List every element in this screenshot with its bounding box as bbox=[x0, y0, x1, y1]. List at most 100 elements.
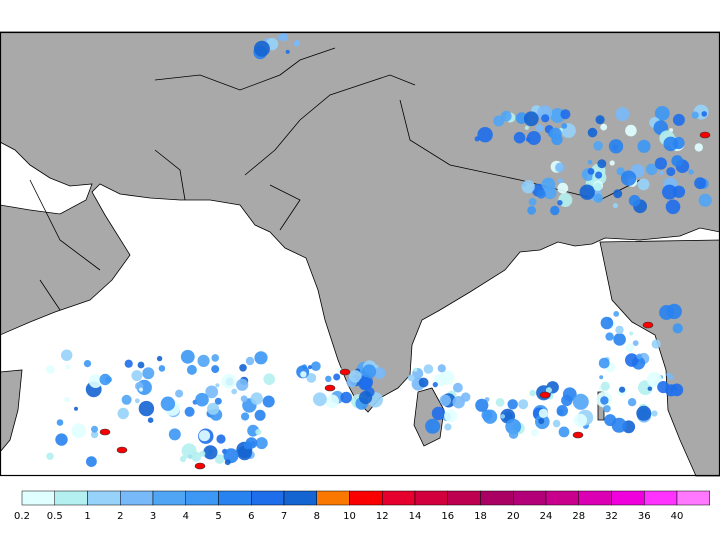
rain-cell bbox=[636, 405, 652, 421]
rain-cell bbox=[325, 375, 332, 382]
rain-cell bbox=[609, 160, 615, 166]
rain-cell bbox=[612, 203, 619, 209]
rain-cell bbox=[560, 109, 571, 120]
rain-cell bbox=[597, 159, 607, 169]
rain-cell bbox=[625, 353, 639, 367]
rain-cell bbox=[573, 413, 588, 428]
rain-cell bbox=[694, 177, 706, 190]
rain-cell bbox=[508, 429, 519, 439]
colorbar-label: 1 bbox=[84, 511, 90, 522]
heavy-rain-cell bbox=[324, 384, 336, 392]
rain-cell bbox=[688, 169, 694, 175]
colorbar-label: 20 bbox=[507, 511, 520, 522]
rain-cell bbox=[529, 389, 537, 397]
rain-cell bbox=[528, 198, 537, 206]
rain-cell bbox=[437, 364, 446, 373]
rain-cell bbox=[423, 364, 434, 374]
colorbar-label: 3 bbox=[150, 511, 156, 522]
rain-cell bbox=[627, 398, 637, 407]
rain-cell bbox=[373, 367, 386, 380]
rain-cell bbox=[224, 459, 231, 466]
rain-cell bbox=[541, 177, 556, 192]
colorbar-label: 10 bbox=[343, 511, 356, 522]
rain-cell bbox=[432, 382, 438, 388]
rain-cell bbox=[71, 423, 87, 439]
rain-cell bbox=[619, 386, 626, 393]
rain-cell bbox=[587, 159, 593, 165]
rain-cell bbox=[654, 157, 668, 170]
rain-cell bbox=[74, 406, 78, 411]
rain-cell bbox=[555, 162, 565, 173]
rain-cell bbox=[195, 392, 209, 407]
rain-cell bbox=[56, 419, 64, 426]
rain-cell bbox=[131, 370, 143, 382]
rain-cell bbox=[482, 409, 498, 424]
rain-cell bbox=[325, 394, 340, 409]
rain-cell bbox=[613, 189, 623, 199]
rain-cell bbox=[523, 111, 539, 127]
rain-cell bbox=[453, 382, 463, 393]
rain-cell bbox=[632, 340, 639, 346]
heavy-rain-cell bbox=[699, 131, 711, 139]
rain-cell bbox=[477, 127, 493, 143]
rain-cell bbox=[158, 365, 166, 372]
rain-cell bbox=[666, 167, 676, 177]
rain-cell bbox=[139, 387, 143, 392]
rain-cell bbox=[168, 428, 181, 441]
rain-cell bbox=[593, 193, 603, 203]
rain-cell bbox=[587, 168, 595, 175]
heavy-rain-cell bbox=[539, 391, 551, 399]
colorbar-label: 14 bbox=[409, 511, 422, 522]
colorbar-label: 16 bbox=[441, 511, 454, 522]
rain-cell bbox=[550, 205, 560, 216]
rain-cell bbox=[137, 361, 145, 369]
colorbar-label: 28 bbox=[572, 511, 585, 522]
rain-cell bbox=[507, 399, 518, 410]
rain-cell bbox=[243, 441, 252, 450]
rain-cell bbox=[444, 409, 458, 423]
rain-cell bbox=[604, 414, 617, 427]
rain-cell bbox=[646, 371, 663, 388]
rain-cell bbox=[231, 388, 238, 395]
rain-cell bbox=[300, 371, 307, 378]
rain-cell bbox=[156, 355, 163, 362]
rain-cell bbox=[197, 354, 210, 367]
rain-cell bbox=[600, 381, 610, 391]
colorbar: 0.2 0.5 1 2 3 4 5 6 7 8 10 12 14 16 18 20 24 28 32 36 40 bbox=[14, 490, 710, 522]
heavy-rain-cell bbox=[572, 431, 584, 439]
rain-cell bbox=[203, 445, 218, 460]
rain-cell bbox=[670, 383, 684, 397]
rain-cell bbox=[536, 189, 546, 199]
rain-cell bbox=[557, 178, 564, 184]
rain-cell bbox=[99, 373, 111, 386]
rain-cell bbox=[349, 370, 362, 383]
rain-cell bbox=[253, 40, 270, 57]
rain-cell bbox=[557, 182, 569, 194]
colorbar-label: 8 bbox=[314, 511, 320, 522]
colorbar-box bbox=[513, 490, 547, 506]
rain-cell bbox=[552, 419, 561, 428]
rain-cell bbox=[254, 351, 268, 365]
rain-cell bbox=[608, 139, 624, 154]
rain-cell bbox=[83, 360, 92, 368]
rain-cell bbox=[60, 349, 73, 361]
colorbar-box bbox=[447, 490, 481, 506]
rain-cell bbox=[637, 139, 651, 153]
rain-cell bbox=[600, 396, 609, 405]
rain-cell bbox=[561, 123, 568, 129]
rain-cell bbox=[593, 182, 602, 191]
colorbar-box bbox=[21, 490, 55, 506]
rain-cell bbox=[124, 359, 133, 368]
rain-cell bbox=[545, 387, 552, 394]
rain-cell bbox=[215, 383, 220, 388]
rain-cell bbox=[694, 143, 703, 152]
rain-cell bbox=[216, 434, 226, 444]
rain-cell bbox=[505, 418, 522, 435]
rain-cell bbox=[672, 113, 685, 126]
rain-cell bbox=[657, 381, 670, 394]
rain-cell bbox=[561, 394, 573, 407]
rain-cell bbox=[439, 394, 451, 406]
rain-cell bbox=[535, 124, 544, 133]
colorbar-box bbox=[218, 490, 252, 506]
